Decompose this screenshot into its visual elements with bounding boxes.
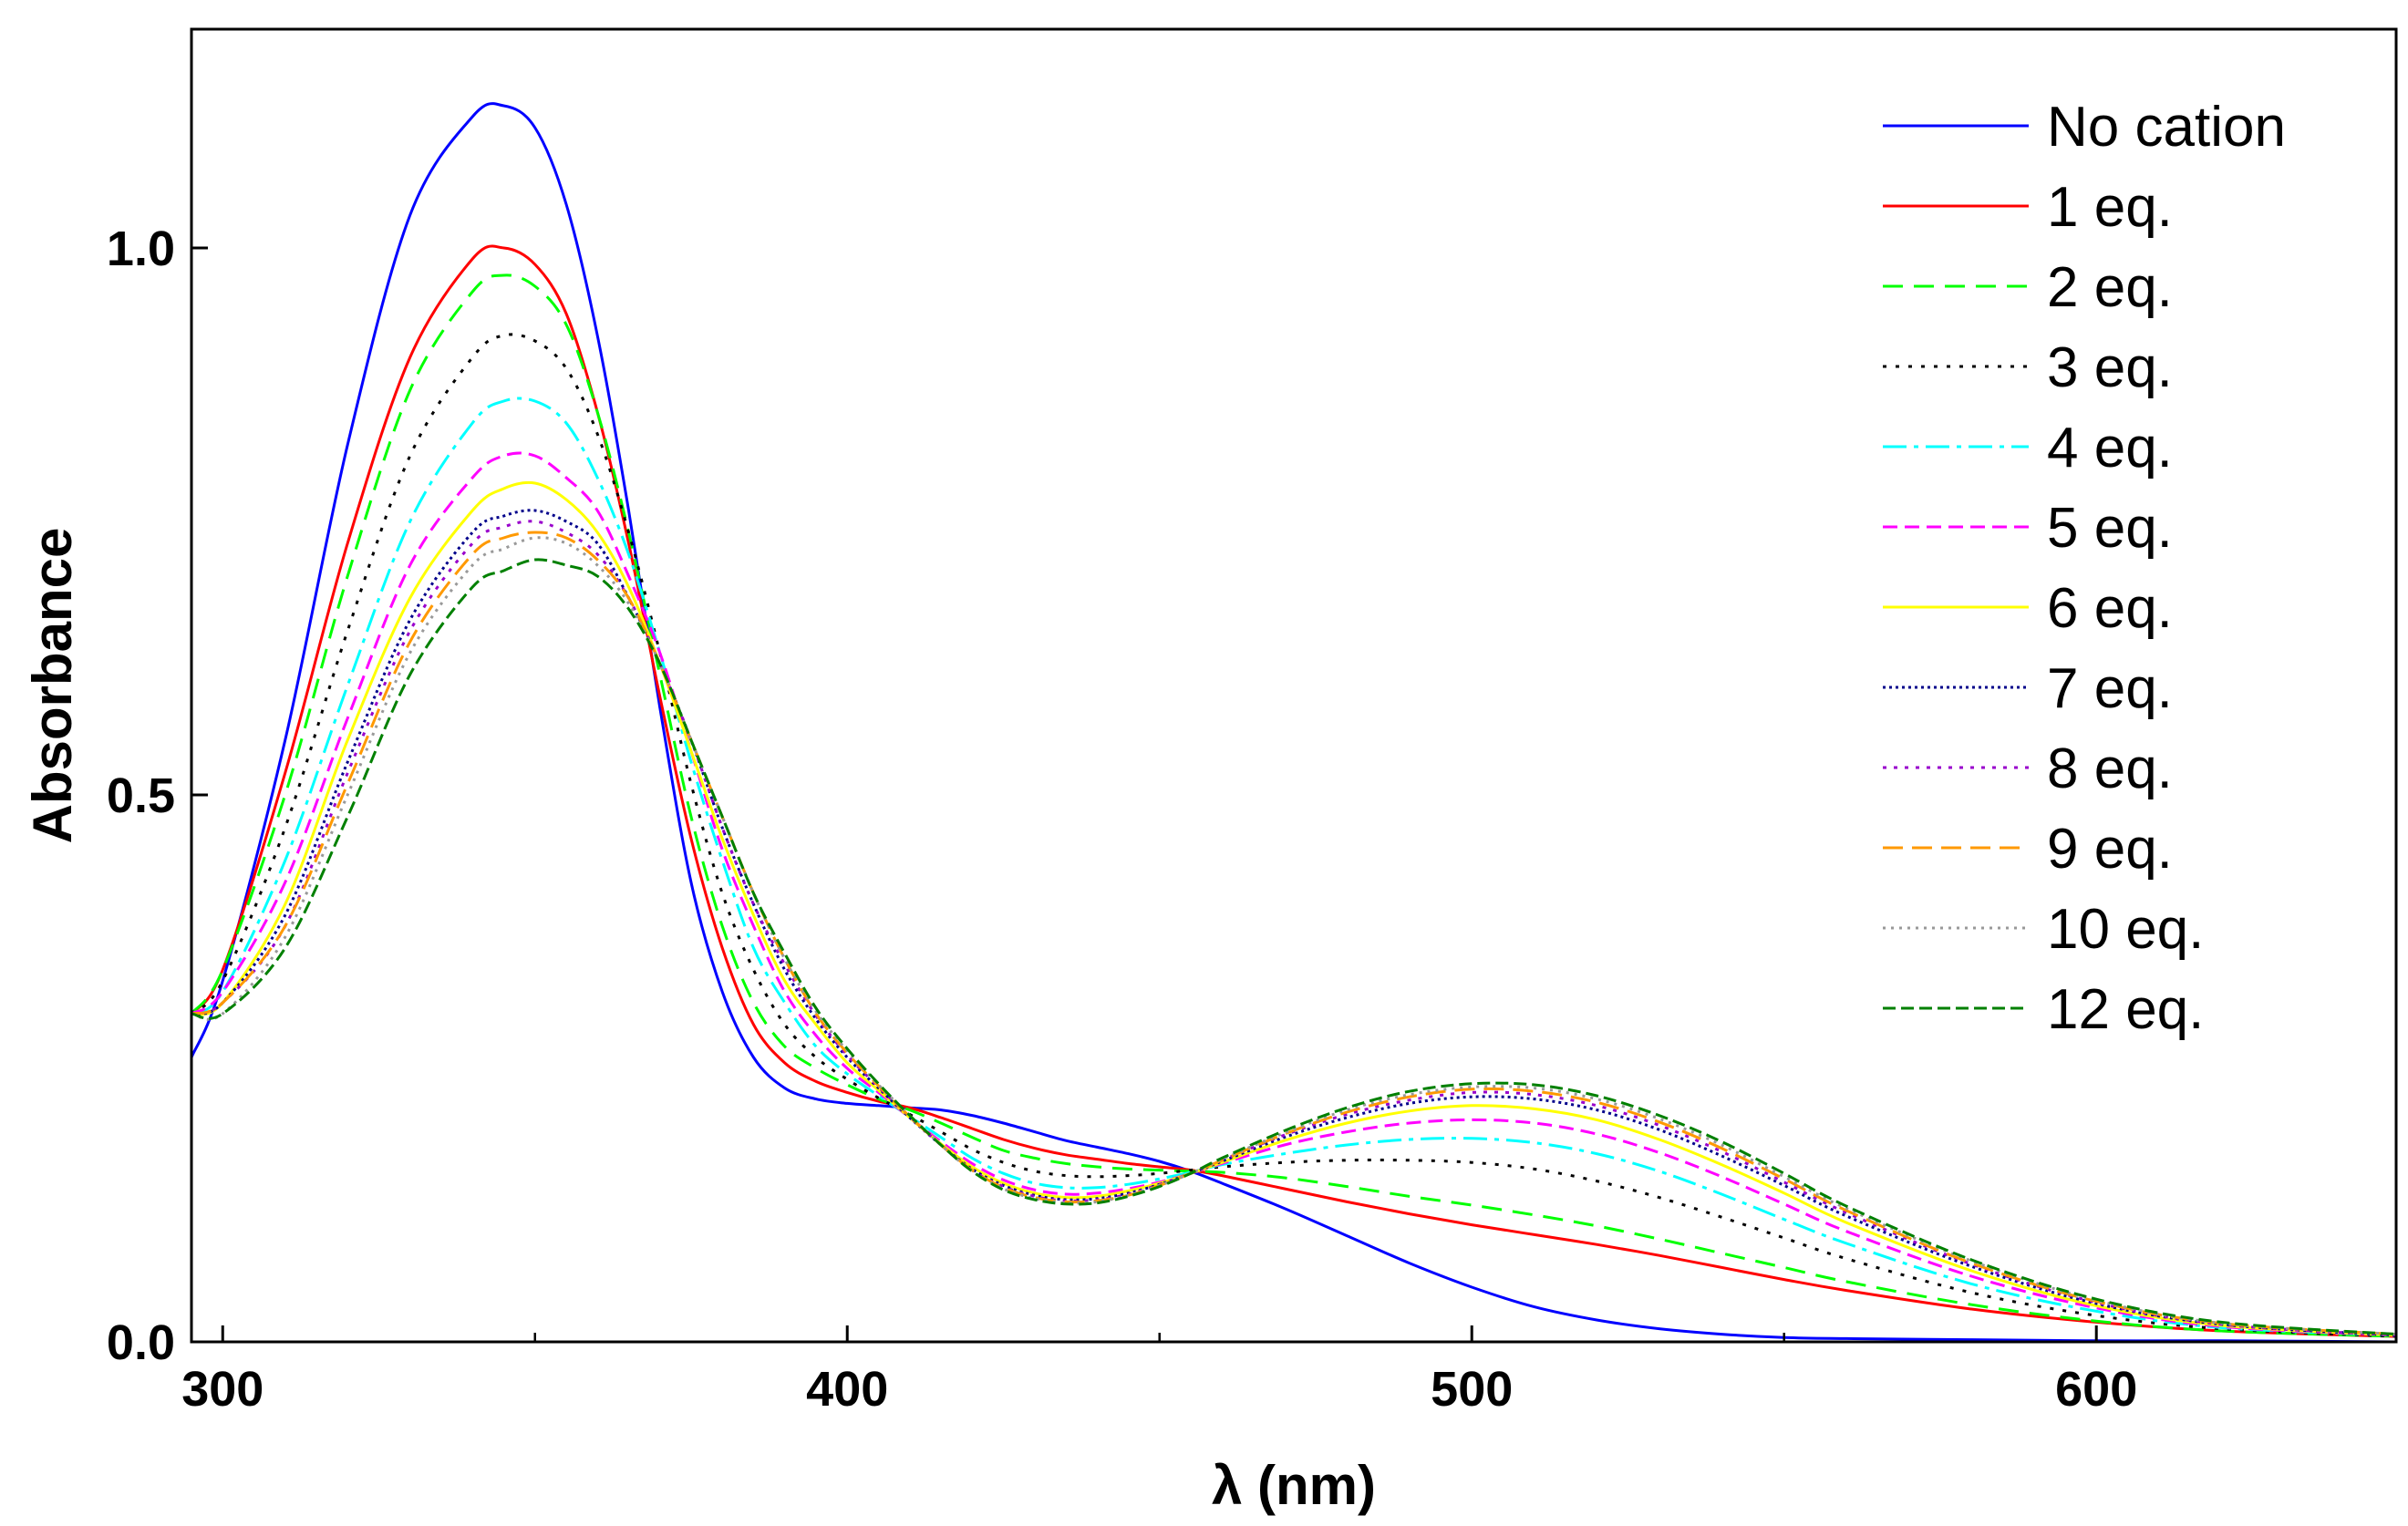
legend-item: 5 eq.	[1883, 497, 2173, 560]
series-line-12	[191, 558, 2396, 1336]
series-line-6	[191, 451, 2396, 1337]
x-tick-label: 300	[181, 1362, 264, 1417]
x-tick-label: 400	[806, 1362, 888, 1417]
x-tick-label: 600	[2055, 1362, 2137, 1417]
legend-label: 7 eq.	[2047, 657, 2173, 720]
legend: No cation 1 eq. 2 eq. 3 eq. 4 eq. 5 eq. 6 eq. 7…	[1883, 96, 2286, 1041]
legend-item: 4 eq.	[1883, 417, 2173, 479]
legend-label: 2 eq.	[2047, 256, 2173, 319]
legend-label: 5 eq.	[2047, 497, 2173, 560]
y-axis-label: Absorbance	[22, 528, 83, 844]
legend-label: 1 eq.	[2047, 176, 2173, 239]
legend-item: 8 eq.	[1883, 737, 2173, 800]
tick-layer: 300 400 500 600 0.0 0.5 1.0	[107, 222, 2137, 1417]
y-tick-label: 0.0	[107, 1315, 175, 1370]
legend-item: 9 eq.	[1883, 818, 2173, 881]
legend-item: No cation	[1883, 96, 2286, 159]
legend-label: No cation	[2047, 96, 2286, 159]
x-axis-label: λ (nm)	[1212, 1455, 1376, 1516]
legend-label: 4 eq.	[2047, 417, 2173, 479]
legend-item: 7 eq.	[1883, 657, 2173, 720]
series-line-1	[191, 102, 2396, 1342]
series-line-2	[191, 244, 2396, 1338]
legend-item: 2 eq.	[1883, 256, 2173, 319]
y-tick-label: 0.5	[107, 768, 175, 823]
legend-label: 10 eq.	[2047, 898, 2204, 961]
legend-item: 6 eq.	[1883, 577, 2173, 640]
x-tick-label: 500	[1431, 1362, 1513, 1417]
legend-label: 9 eq.	[2047, 818, 2173, 881]
series-layer	[191, 102, 2396, 1342]
legend-item: 12 eq.	[1883, 978, 2204, 1041]
legend-item: 1 eq.	[1883, 176, 2173, 239]
plot-frame	[190, 27, 2398, 1344]
legend-label: 6 eq.	[2047, 577, 2173, 640]
y-tick-label: 1.0	[107, 222, 175, 276]
series-line-7	[191, 480, 2396, 1337]
legend-label: 8 eq.	[2047, 737, 2173, 800]
legend-item: 3 eq.	[1883, 336, 2173, 399]
legend-item: 10 eq.	[1883, 898, 2204, 961]
legend-label: 3 eq.	[2047, 336, 2173, 399]
series-line-3	[191, 273, 2396, 1338]
series-line-5	[191, 397, 2396, 1337]
legend-label: 12 eq.	[2047, 978, 2204, 1041]
